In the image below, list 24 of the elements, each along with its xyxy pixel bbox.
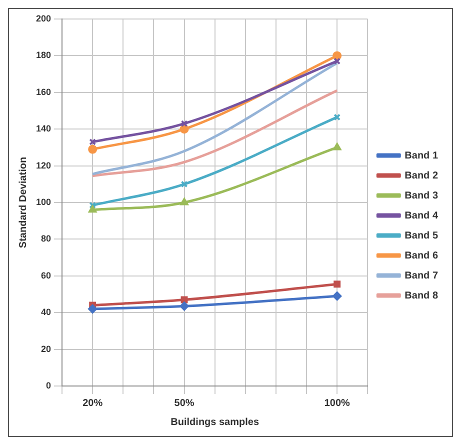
y-tick-label: 100 (36, 196, 52, 207)
y-tick-label: 0 (46, 380, 52, 390)
x-tick-label: 50% (174, 398, 194, 409)
y-tick-label: 160 (36, 86, 52, 97)
legend-label: Band 7 (404, 270, 438, 282)
legend-label: Band 6 (404, 250, 438, 262)
x-tick-label: 20% (82, 398, 103, 409)
y-tick-label: 140 (36, 124, 52, 134)
legend-label: Band 2 (404, 170, 438, 182)
legend-label: Band 8 (404, 290, 438, 302)
legend-label: Band 1 (404, 150, 438, 162)
y-axis-title: Standard Deviation (18, 156, 29, 248)
legend-label: Band 4 (404, 210, 438, 222)
legend-label: Band 3 (404, 190, 438, 202)
x-tick-label: 100% (324, 398, 350, 409)
y-tick-label: 80 (41, 234, 52, 244)
legend-label: Band 5 (404, 230, 438, 242)
y-tick-label: 200 (36, 13, 52, 24)
x-axis-title: Buildings samples (170, 416, 260, 428)
y-tick-label: 180 (36, 50, 52, 60)
y-tick-label: 120 (36, 160, 52, 170)
y-tick-label: 60 (41, 270, 52, 280)
y-tick-label: 40 (41, 307, 52, 318)
y-tick-label: 20 (41, 344, 52, 354)
